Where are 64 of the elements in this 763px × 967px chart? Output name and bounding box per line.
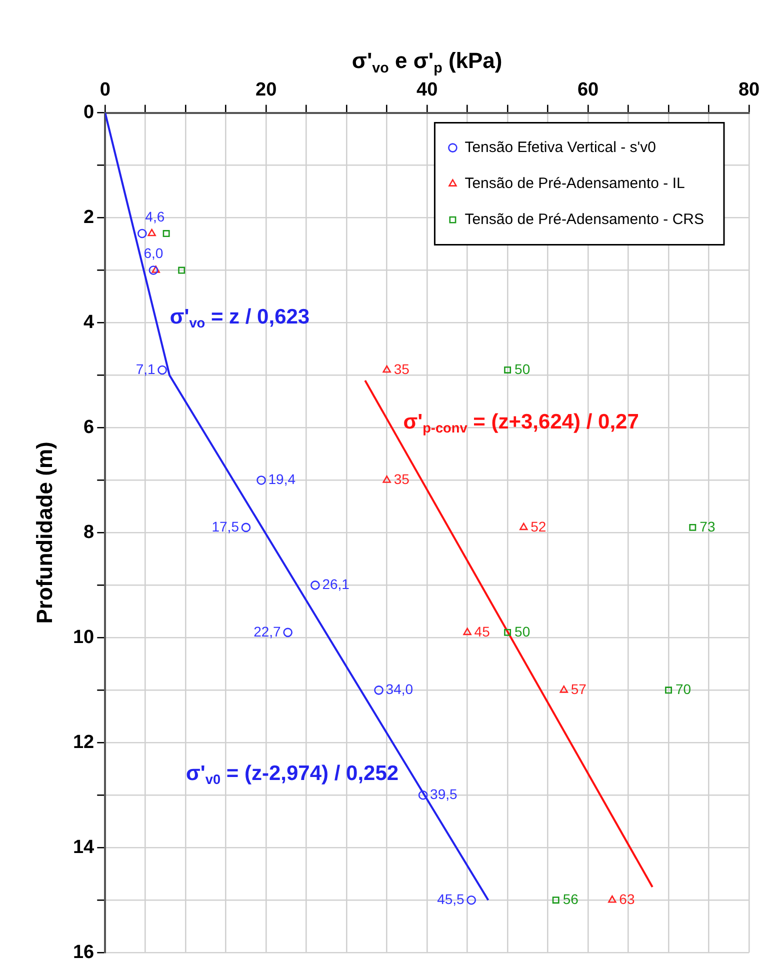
point <box>138 228 147 238</box>
point <box>382 476 391 483</box>
point <box>560 686 568 693</box>
y-tick-label: 14 <box>72 836 95 858</box>
point <box>689 524 696 531</box>
point <box>382 365 391 373</box>
point <box>466 895 476 905</box>
annotation: 35 <box>394 360 410 377</box>
annotation: 57 <box>570 681 587 698</box>
point <box>241 522 251 532</box>
point <box>504 366 512 374</box>
annotation: 7,1 <box>136 360 156 377</box>
annotation: 4,6 <box>145 208 165 224</box>
y-tick-label: 2 <box>84 207 94 228</box>
annotation: 50 <box>514 623 530 640</box>
y-tick-label: 12 <box>72 732 94 753</box>
y-tick-label: 16 <box>72 942 94 963</box>
annotation: 52 <box>530 518 546 534</box>
annotation: 45,5 <box>437 890 465 907</box>
point <box>665 686 672 694</box>
x-tick-label: 0 <box>100 80 110 101</box>
annotation: 26,1 <box>322 576 350 592</box>
point <box>148 266 158 275</box>
point <box>552 896 560 904</box>
annotation: 50 <box>514 360 530 377</box>
y-tick-label: 0 <box>84 102 94 124</box>
legend-label: Tensão Efetiva Vertical - s'v0 <box>464 138 656 156</box>
annotation: 17,5 <box>212 518 240 534</box>
x-tick-label: 20 <box>256 80 277 101</box>
y-tick-label: 8 <box>84 522 94 543</box>
point <box>152 266 160 273</box>
point <box>418 790 428 800</box>
legend-label: Tensão de Pré-Adensamento - CRS <box>464 210 704 228</box>
point <box>504 628 512 636</box>
point <box>520 522 528 530</box>
annotation: 19,4 <box>268 471 296 488</box>
y-tick-label: 4 <box>84 312 95 333</box>
point <box>374 686 384 695</box>
point <box>178 266 186 274</box>
annotation: 22,7 <box>254 623 282 640</box>
annotation: 6,0 <box>144 245 164 262</box>
point <box>310 580 320 590</box>
point <box>608 895 616 903</box>
annotation: 35 <box>394 471 410 488</box>
annotation: 70 <box>676 681 692 698</box>
x-tick-label: 80 <box>738 80 760 101</box>
annotation: 45 <box>474 623 490 640</box>
annotation: 63 <box>619 890 635 907</box>
point <box>148 228 156 236</box>
x-tick-label: 40 <box>416 80 438 101</box>
annotation: 73 <box>700 518 716 534</box>
x-tick-label: 60 <box>577 80 599 101</box>
y-tick-label: 10 <box>72 626 94 648</box>
annotation: 39,5 <box>430 786 458 802</box>
point <box>162 230 170 237</box>
annotation: 34,0 <box>386 681 414 698</box>
point <box>283 628 292 638</box>
point <box>256 476 266 485</box>
point <box>463 628 472 636</box>
y-axis-title: Profundidade (m) <box>32 442 58 624</box>
y-tick-label: 6 <box>84 416 94 438</box>
legend-label: Tensão de Pré-Adensamento - IL <box>464 174 685 192</box>
point <box>158 365 167 375</box>
annotation: 56 <box>562 890 579 907</box>
